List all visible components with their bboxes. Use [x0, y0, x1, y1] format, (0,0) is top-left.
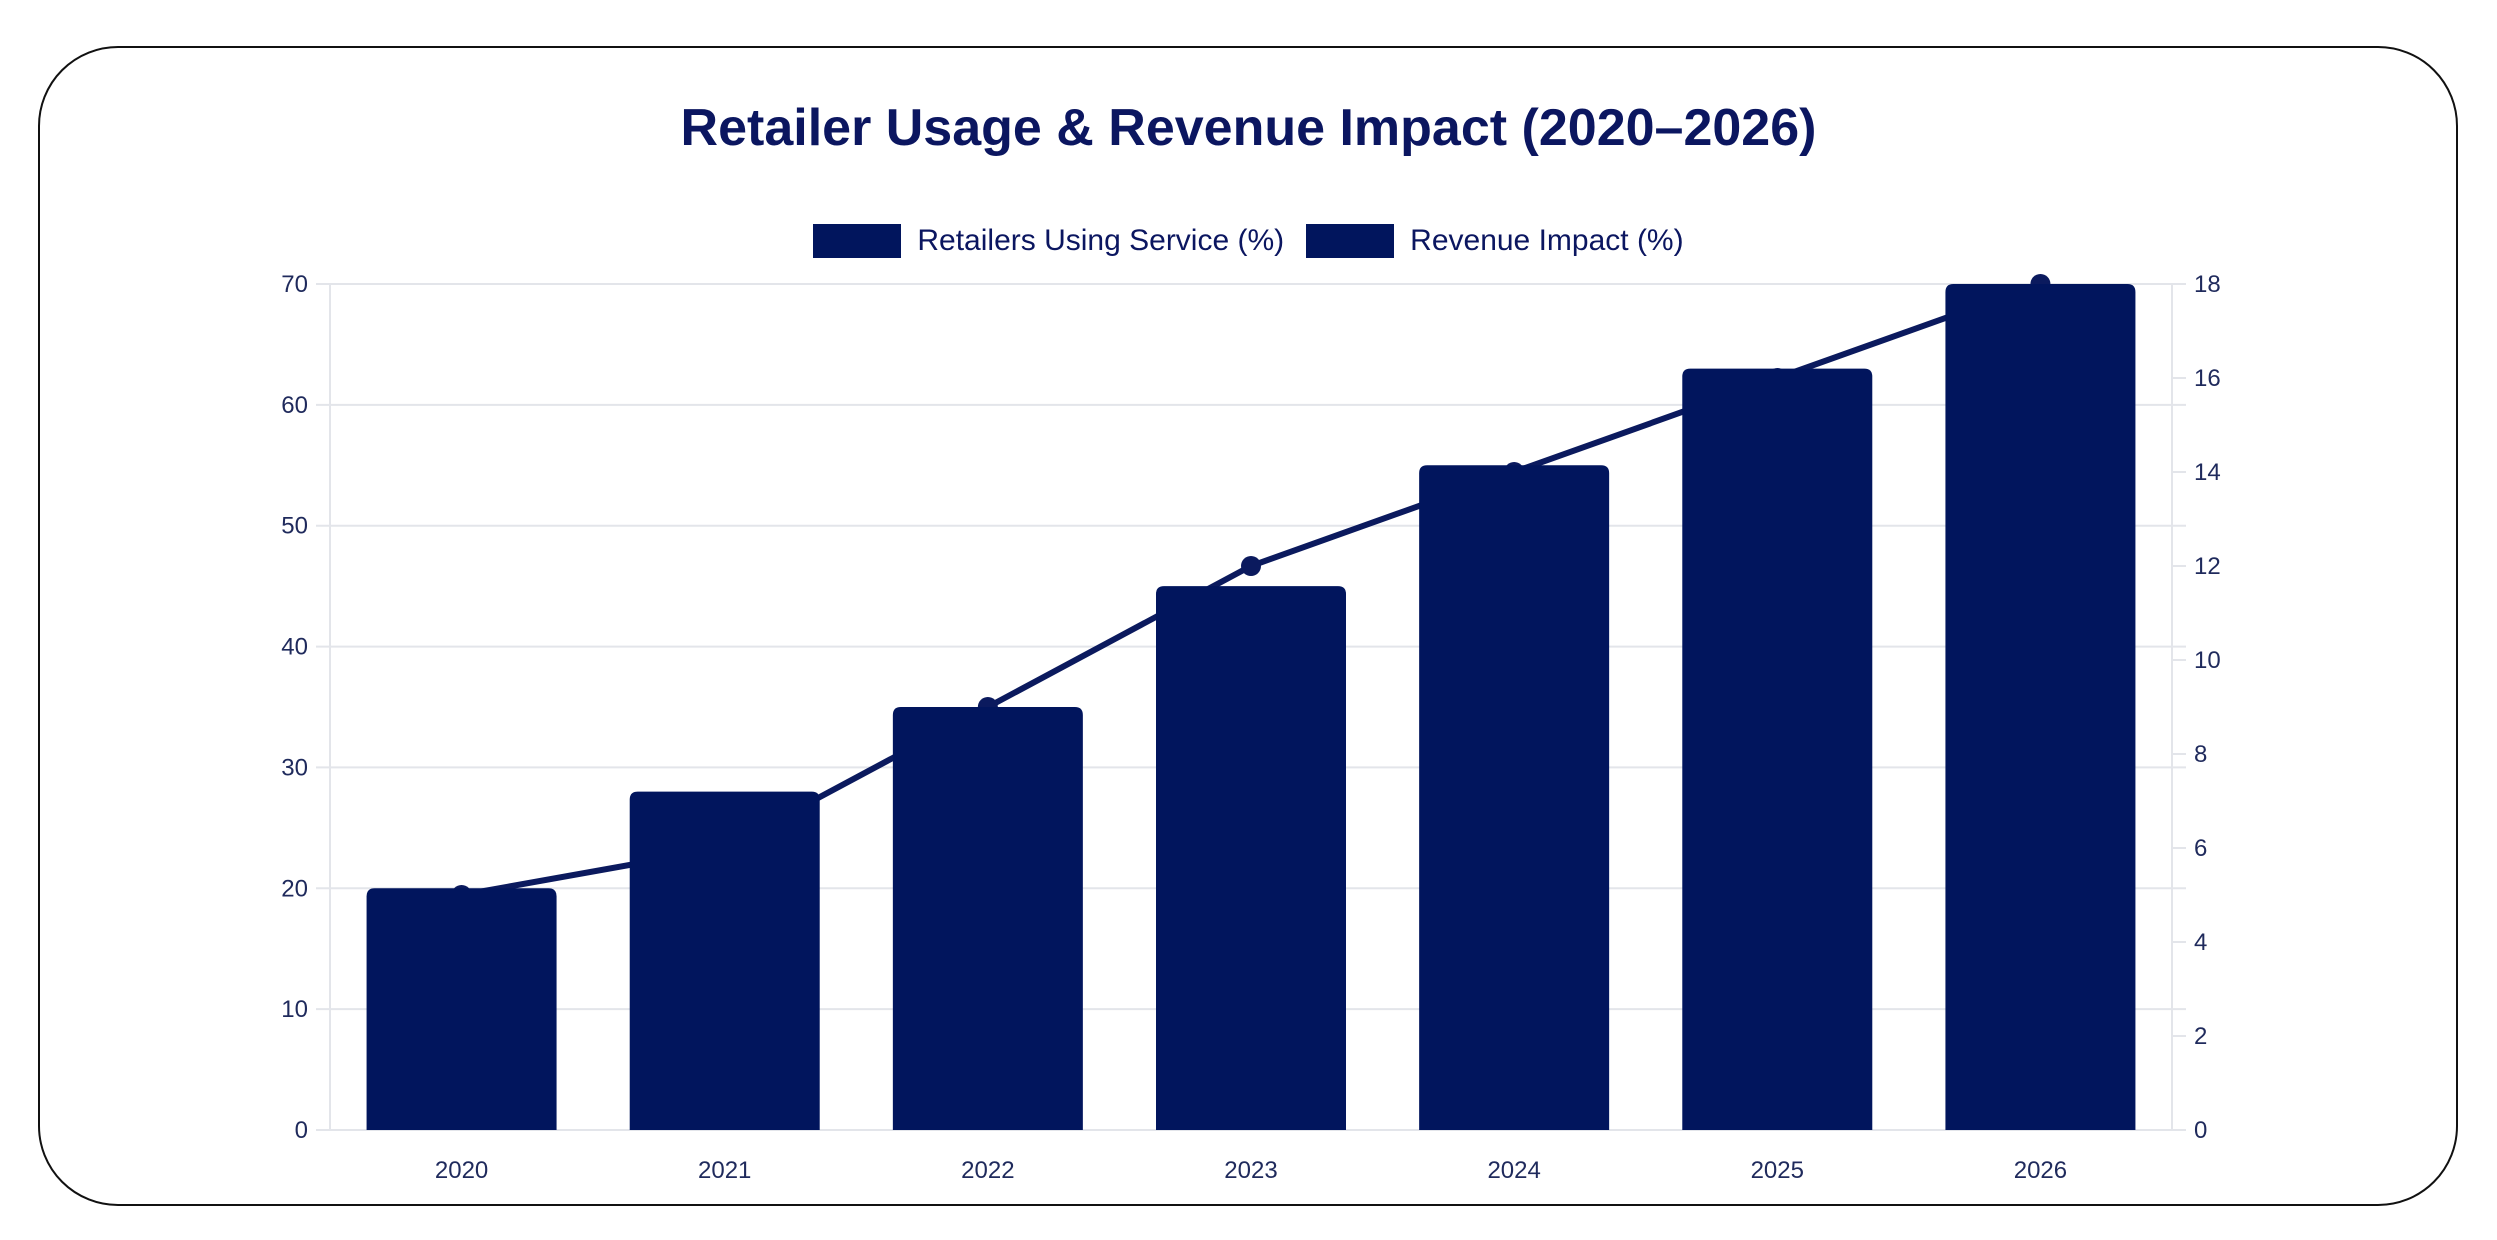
- y-right-tick-label: 8: [2194, 741, 2207, 768]
- y-right-tick-label: 6: [2194, 835, 2207, 862]
- retailers-bar: [1682, 368, 1873, 1131]
- retailers-bar: [1945, 284, 2136, 1130]
- y-right-tick-label: 12: [2194, 553, 2221, 580]
- y-right-tick-label: 14: [2194, 459, 2221, 486]
- y-left-tick-label: 70: [281, 271, 308, 298]
- legend: Retailers Using Service (%) Revenue Impa…: [0, 224, 2497, 258]
- y-left-tick-label: 30: [281, 754, 308, 781]
- y-left-tick-label: 50: [281, 513, 308, 540]
- y-right-tick-label: 2: [2194, 1023, 2207, 1050]
- y-left-tick-label: 10: [281, 996, 308, 1023]
- chart-title: Retailer Usage & Revenue Impact (2020–20…: [680, 99, 1817, 157]
- y-right-tick-label: 0: [2194, 1117, 2207, 1144]
- retailers-bar: [366, 888, 557, 1130]
- retailers-bar: [1419, 465, 1610, 1130]
- y-right-tick-label: 4: [2194, 929, 2207, 956]
- retailers-bar: [892, 707, 1083, 1130]
- x-tick-label: 2026: [2014, 1157, 2067, 1184]
- legend-item-retailers[interactable]: Retailers Using Service (%): [813, 224, 1284, 258]
- y-left-tick-label: 20: [281, 875, 308, 902]
- y-left-tick-label: 40: [281, 634, 308, 661]
- retailers-bar: [629, 791, 820, 1130]
- x-tick-label: 2020: [435, 1157, 488, 1184]
- x-tick-label: 2021: [698, 1157, 751, 1184]
- x-tick-label: 2022: [961, 1157, 1014, 1184]
- legend-label-retailers: Retailers Using Service (%): [917, 224, 1285, 257]
- y-right-tick-label: 10: [2194, 647, 2221, 674]
- legend-item-revenue[interactable]: Revenue Impact (%): [1306, 224, 1684, 258]
- legend-swatch-retailers: [813, 224, 902, 258]
- x-tick-label: 2023: [1224, 1157, 1277, 1184]
- legend-swatch-revenue: [1306, 224, 1395, 258]
- y-left-tick-label: 0: [295, 1117, 308, 1144]
- y-right-tick-label: 16: [2194, 365, 2221, 392]
- y-right-tick-label: 18: [2194, 271, 2221, 298]
- legend-label-revenue: Revenue Impact (%): [1410, 224, 1684, 257]
- x-tick-label: 2024: [1487, 1157, 1540, 1184]
- x-tick-label: 2025: [1751, 1157, 1804, 1184]
- y-left-tick-label: 60: [281, 392, 308, 419]
- revenue-impact-point: [1241, 556, 1261, 576]
- retailers-bar: [1156, 586, 1346, 1130]
